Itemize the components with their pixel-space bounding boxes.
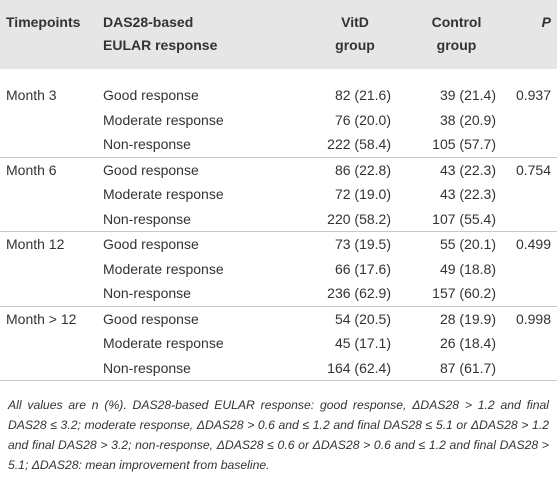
vitd-cell: 82 (21.6) — [334, 87, 391, 103]
footnote: All values are n (%). DAS28-based EULAR … — [8, 398, 549, 472]
table-row: Non-response 222 (58.4) 105 (57.7) — [0, 132, 557, 157]
table-row: Moderate response 66 (17.6) 49 (18.8) — [0, 257, 557, 282]
table-row: Month > 12 Good response 54 (20.5) 28 (19.9… — [0, 305, 557, 331]
table-row: Non-response 236 (62.9) 157 (60.2) — [0, 281, 557, 306]
table-row: Moderate response 45 (17.1) 26 (18.4) — [0, 331, 557, 356]
table-row: Moderate response 72 (19.0) 43 (22.3) — [0, 182, 557, 207]
control-cell: 105 (57.7) — [432, 136, 496, 152]
header-line: Control — [431, 14, 482, 30]
results-table: Timepoints DAS28-based EULAR response Vit… — [0, 0, 557, 381]
control-cell: 39 (21.4) — [439, 87, 496, 103]
empty-cell — [502, 182, 557, 207]
header-line: VitD — [341, 14, 369, 30]
vitd-cell: 66 (17.6) — [334, 260, 391, 277]
vitd-cell: 72 (19.0) — [334, 186, 391, 202]
p-cell: 0.499 — [502, 231, 557, 257]
header-cell: DAS28-based EULAR response — [97, 0, 279, 69]
vitd-cell: 222 (58.4) — [327, 136, 391, 152]
table-row: Moderate response 76 (20.0) 38 (20.9) — [0, 108, 557, 133]
control-cell: 55 (20.1) — [397, 231, 502, 257]
response-cell: Moderate response — [103, 260, 224, 277]
table-row: Month 3 Good response 82 (21.6) 39 (21.4) 0.… — [0, 83, 557, 108]
timepoint-cell: Month > 12 — [0, 305, 97, 331]
control-cell: 26 (18.4) — [439, 335, 496, 351]
empty-cell — [0, 331, 97, 356]
empty-cell — [0, 207, 97, 232]
empty-cell — [0, 281, 97, 306]
control-cell: 38 (20.9) — [439, 111, 496, 128]
p-cell: 0.754 — [502, 156, 557, 182]
header-cell: VitD group — [279, 0, 397, 69]
empty-cell — [0, 132, 97, 157]
empty-cell — [502, 132, 557, 157]
response-cell: Good response — [97, 305, 279, 331]
empty-cell — [502, 257, 557, 282]
timepoint-cell: Month 6 — [0, 156, 97, 182]
empty-cell — [0, 108, 97, 133]
empty-cell — [0, 182, 97, 207]
empty-cell — [0, 257, 97, 282]
spacer-row — [0, 69, 557, 83]
vitd-cell: 164 (62.4) — [279, 355, 397, 381]
table-body: Month 3 Good response 82 (21.6) 39 (21.4) 0.… — [0, 69, 557, 381]
response-cell: Good response — [97, 231, 279, 257]
vitd-cell: 54 (20.5) — [279, 305, 397, 331]
vitd-cell: 220 (58.2) — [327, 210, 391, 227]
header-line: EULAR response — [103, 37, 218, 53]
header-cell: Control group — [397, 0, 502, 69]
header-line: group — [436, 37, 477, 53]
vitd-cell: 45 (17.1) — [334, 335, 391, 351]
control-cell: 87 (61.7) — [397, 355, 502, 381]
empty-cell — [502, 355, 557, 381]
vitd-cell: 236 (62.9) — [327, 285, 391, 301]
empty-cell — [502, 207, 557, 232]
header-line: group — [335, 37, 375, 53]
timepoint-cell: Month 3 — [6, 87, 57, 103]
response-cell: Moderate response — [103, 111, 224, 128]
control-cell: 43 (22.3) — [397, 156, 502, 182]
spacer — [0, 69, 557, 83]
control-cell: 28 (19.9) — [397, 305, 502, 331]
response-cell: Moderate response — [103, 335, 224, 351]
response-cell: Non-response — [97, 355, 279, 381]
control-cell: 107 (55.4) — [432, 210, 496, 227]
control-cell: 43 (22.3) — [439, 186, 496, 202]
vitd-cell: 76 (20.0) — [334, 111, 391, 128]
timepoint-cell: Month 12 — [0, 231, 97, 257]
header-row: Timepoints DAS28-based EULAR response Vit… — [0, 0, 557, 69]
response-cell: Non-response — [103, 210, 191, 227]
vitd-cell: 73 (19.5) — [279, 231, 397, 257]
header-cell: Timepoints — [0, 0, 97, 69]
response-cell: Good response — [97, 156, 279, 182]
empty-cell — [502, 108, 557, 133]
response-cell: Non-response — [103, 285, 191, 301]
response-cell: Good response — [103, 87, 199, 103]
empty-cell — [0, 355, 97, 381]
header-line: DAS28-based — [103, 14, 194, 30]
empty-cell — [502, 331, 557, 356]
table-row: Non-response 220 (58.2) 107 (55.4) — [0, 207, 557, 232]
vitd-cell: 86 (22.8) — [279, 156, 397, 182]
empty-cell — [502, 281, 557, 306]
table-row: Month 6 Good response 86 (22.8) 43 (22.3) 0.… — [0, 156, 557, 182]
p-cell: 0.937 — [515, 87, 551, 103]
header-cell: P — [502, 0, 557, 69]
control-cell: 49 (18.8) — [439, 260, 496, 277]
response-cell: Moderate response — [103, 186, 224, 202]
table-row: Non-response 164 (62.4) 87 (61.7) — [0, 355, 557, 381]
control-cell: 157 (60.2) — [432, 285, 496, 301]
response-cell: Non-response — [103, 136, 191, 152]
p-cell: 0.998 — [502, 305, 557, 331]
table-row: Month 12 Good response 73 (19.5) 55 (20.1) 0… — [0, 231, 557, 257]
